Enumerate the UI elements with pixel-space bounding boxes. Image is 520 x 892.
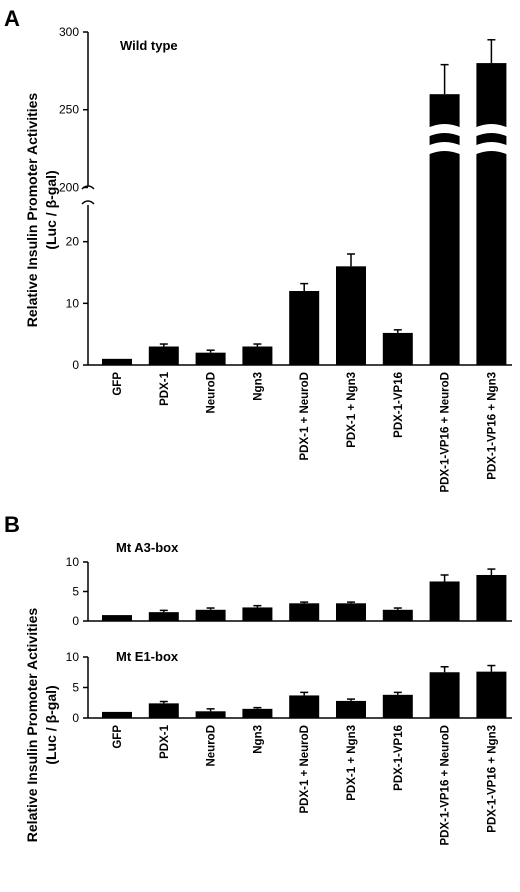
panel-b-e1-bar (242, 708, 273, 718)
panel-a-ylabel-line1: Relative Insulin Promoter Activities (24, 93, 40, 328)
bar (429, 94, 460, 365)
panel-a-category-label: PDX-1 (159, 371, 171, 405)
y-tick-label: 300 (59, 25, 79, 39)
panel-a-category-label: PDX-1 + NeuroD (299, 372, 311, 461)
panel-a-y-axis-label: Relative Insulin Promoter Activities (Lu… (24, 93, 59, 328)
panel-b-a3-bar (382, 609, 413, 621)
panel-a-category-label: PDX-1-VP16 (393, 372, 405, 438)
bar-break-mark (427, 142, 462, 155)
y-tick-label: 20 (66, 235, 80, 249)
panel-b-e1-category-label: PDX-1-VP16 + NeuroD (440, 725, 452, 845)
panel-a-chart: 0 10 20 200 250 300 Wild type GFP PDX-1 NeuroD Ngn… (59, 25, 512, 492)
panel-a-category-label: PDX-1-VP16 + Ngn3 (486, 372, 498, 480)
bar (476, 63, 507, 365)
panel-b-ylabel-line1: Relative Insulin Promoter Activities (24, 608, 40, 843)
y-tick-label: 10 (66, 296, 80, 310)
panel-b-a3-title: Mt A3-box (116, 540, 179, 555)
panel-a-category-label: Ngn3 (252, 372, 264, 401)
y-tick-label: 250 (59, 103, 79, 117)
panel-a-category-label: GFP (112, 372, 124, 396)
panel-label-b: B (4, 512, 20, 537)
panel-b-a3-bar (476, 574, 507, 621)
panel-b-ylabel-line2: (Luc / β-gal) (43, 685, 59, 764)
y-tick-label: 0 (72, 358, 79, 372)
panel-b-e1-y-tick-label: 10 (66, 650, 80, 664)
panel-b-e1-bar (382, 694, 413, 718)
panel-b-a3-bar (195, 609, 226, 621)
panel-b-e1-y-tick-label: 0 (72, 711, 79, 725)
panel-b-a3-bar (242, 607, 273, 621)
panel-b-a3-y-tick-label: 0 (72, 614, 79, 628)
panel-b-e1-category-label: Ngn3 (252, 725, 264, 754)
bar (195, 352, 226, 365)
panel-b-a3-bar (148, 612, 179, 621)
bar (102, 358, 132, 365)
panel-b-a3-y-tick-label: 10 (66, 555, 80, 569)
bar (148, 346, 179, 365)
bar (242, 346, 273, 365)
panel-a-ylabel-line2: (Luc / β-gal) (43, 170, 59, 249)
panel-b-e1-category-label: PDX-1 (159, 724, 171, 758)
panel-a-title: Wild type (120, 38, 178, 53)
panel-b-e1-bar (336, 700, 366, 718)
panel-a-category-label: PDX-1 + Ngn3 (346, 372, 358, 448)
panel-b-e1-bar (102, 711, 132, 718)
panel-b-e1-bar (195, 711, 226, 718)
panel-b-a3-chart: 0 5 10 Mt A3-box (66, 540, 512, 628)
panel-b-e1-title: Mt E1-box (116, 649, 179, 664)
panel-b-e1-bar (476, 671, 507, 718)
panel-b-e1-category-label: PDX-1 + NeuroD (299, 725, 311, 814)
bar-break-mark (474, 124, 509, 137)
panel-b-e1-category-label: PDX-1 + Ngn3 (346, 725, 358, 801)
panel-b-e1-bar (429, 672, 460, 718)
panel-a-category-label: NeuroD (206, 372, 218, 414)
panel-b-e1-category-label: NeuroD (206, 725, 218, 767)
bar-break-mark (474, 142, 509, 155)
bar-break-mark (427, 124, 462, 137)
panel-b-e1-category-label: PDX-1-VP16 + Ngn3 (486, 725, 498, 833)
panel-b-e1-bar (289, 695, 320, 718)
panel-b-a3-bar (336, 603, 366, 621)
panel-b-a3-bar (102, 615, 132, 621)
bar (336, 266, 366, 365)
panel-a-category-label: PDX-1-VP16 + NeuroD (440, 372, 452, 492)
panel-b-e1-bar (148, 703, 179, 718)
panel-label-a: A (4, 6, 20, 31)
panel-b-e1-category-label: PDX-1-VP16 (393, 725, 405, 791)
panel-b-a3-bar (289, 603, 320, 621)
y-tick-label: 200 (59, 180, 79, 194)
panel-b-e1-chart: 0 5 10 Mt E1-box GFP PDX-1 NeuroD Ngn3 PDX-1 + N… (66, 649, 512, 845)
panel-b-e1-y-tick-label: 5 (72, 681, 79, 695)
axis-break-mark (81, 200, 95, 205)
panel-b-a3-y-tick-label: 5 (72, 585, 79, 599)
bar (382, 332, 413, 365)
panel-b-y-axis-label: Relative Insulin Promoter Activities (Lu… (24, 608, 59, 843)
panel-b-e1-category-label: GFP (112, 725, 124, 749)
bar (289, 291, 320, 365)
panel-b-a3-bar (429, 581, 460, 621)
